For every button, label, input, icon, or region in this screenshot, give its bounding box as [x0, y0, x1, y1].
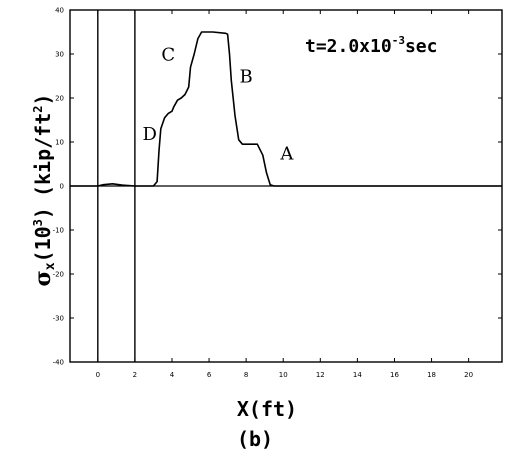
x-tick-label: 18	[427, 371, 436, 379]
curve-annotation-d: D	[143, 124, 157, 145]
x-axis-label: X(ft)	[237, 397, 297, 421]
x-tick-label: 10	[279, 371, 288, 379]
y-tick-label: 30	[55, 51, 64, 59]
x-tick-label: 4	[170, 371, 175, 379]
y-tick-label: 0	[60, 183, 64, 191]
time-label: t=2.0x10-3sec	[305, 34, 437, 57]
y-tick-label: 40	[55, 7, 64, 15]
x-tick-label: 12	[316, 371, 325, 379]
curve-annotation-a: A	[279, 144, 294, 165]
y-axis-label: σx(103)(kip/ft2)	[30, 93, 58, 286]
x-tick-label: 14	[353, 371, 362, 379]
y-tick-label: -30	[53, 315, 64, 323]
curve-annotation-c: C	[161, 45, 175, 66]
x-tick-label: 0	[96, 371, 100, 379]
y-tick-label: -40	[53, 359, 64, 367]
annotation-layer: A B C D	[143, 45, 295, 165]
x-tick-label: 2	[133, 371, 137, 379]
curve-annotation-b: B	[240, 67, 253, 88]
x-tick-label: 16	[390, 371, 399, 379]
figure-caption: (b)	[237, 427, 273, 451]
y-tick-label: 20	[55, 95, 64, 103]
x-tick-label: 8	[244, 371, 248, 379]
y-tick-label: 10	[55, 139, 64, 147]
x-tick-label: 6	[207, 371, 212, 379]
x-tick-label: 20	[464, 371, 473, 379]
